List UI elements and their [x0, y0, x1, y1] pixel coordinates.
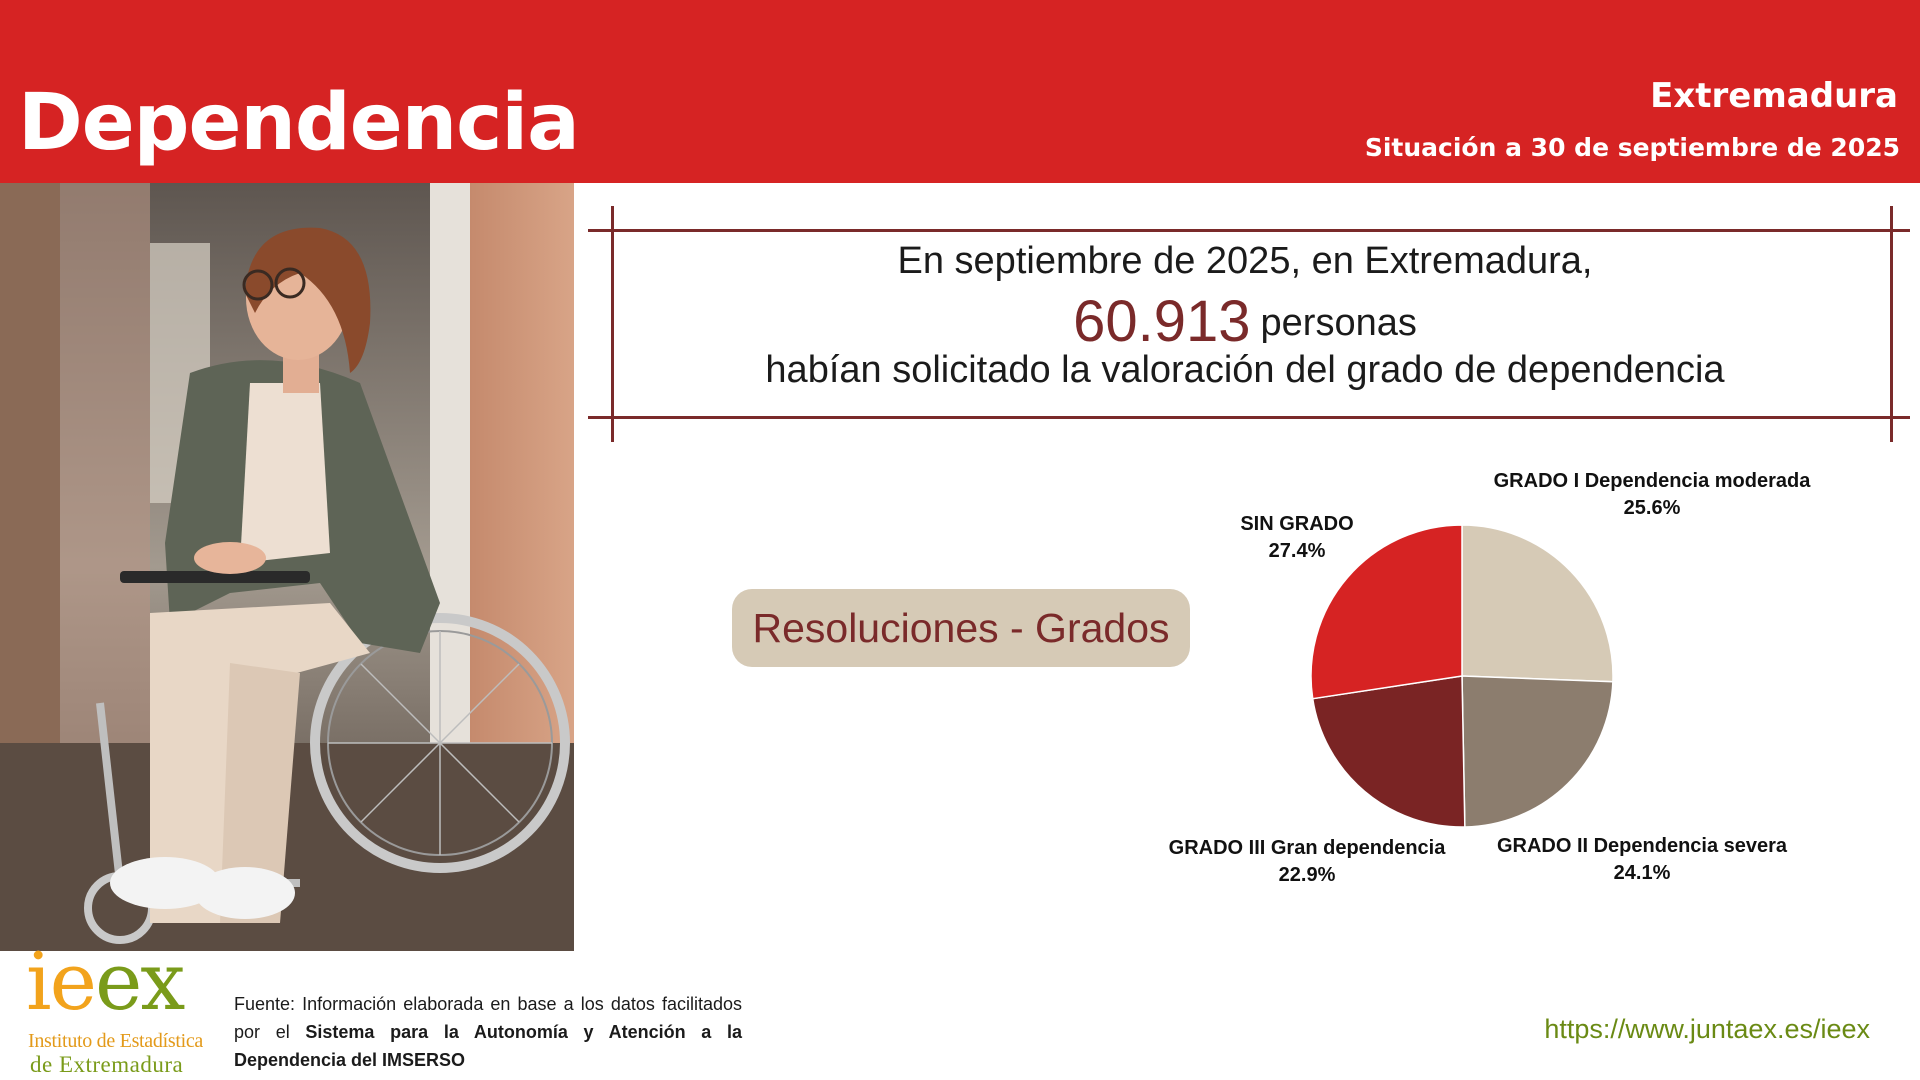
- ieex-logo: ieex: [26, 942, 185, 1022]
- pie-label-4: SIN GRADO: [1240, 513, 1353, 535]
- section-label-pill: Resoluciones - Grados: [732, 589, 1190, 667]
- pie-label-1: GRADO I Dependencia moderada: [1494, 470, 1812, 492]
- logo-subtitle-line-2: de Extremadura: [30, 1052, 184, 1077]
- pie-slice-4: [1310, 524, 1463, 700]
- header-banner: [0, 0, 1920, 183]
- pie-label-3: GRADO III Gran dependencia: [1169, 837, 1447, 859]
- pie-slice-1: [1461, 524, 1614, 683]
- logo-subtitle-line-1: Instituto de Estadística: [28, 1030, 203, 1052]
- pie-value-label-2: 24.1%: [1614, 862, 1671, 884]
- pie-slice-2: [1461, 675, 1614, 828]
- frame-left-line: [611, 206, 614, 442]
- frame-right-line: [1890, 206, 1893, 442]
- date-label: Situación a 30 de septiembre de 2025: [1364, 133, 1900, 162]
- page-title: Dependencia: [18, 78, 580, 168]
- source-note: Fuente: Información elaborada en base a …: [234, 990, 742, 1074]
- source-prefix: Fuente: Información elaborada en base a …: [234, 994, 742, 1042]
- highlight-line-1: En septiembre de 2025, en Extremadura,: [897, 240, 1593, 282]
- pie-slice-3: [1311, 675, 1466, 828]
- pie-label-2: GRADO II Dependencia severa: [1497, 835, 1788, 857]
- website-link[interactable]: https://www.juntaex.es/ieex: [1544, 1014, 1870, 1044]
- applicants-suffix: personas: [1260, 302, 1417, 344]
- highlight-line-3: habían solicitado la valoración del grad…: [765, 349, 1725, 391]
- person-in-wheelchair-photo: [0, 183, 574, 951]
- pie-value-label-1: 25.6%: [1624, 497, 1681, 519]
- pie-value-label-4: 27.4%: [1269, 540, 1326, 562]
- grades-pie-chart: GRADO I Dependencia moderada 25.6% GRADO I…: [1100, 450, 1920, 910]
- frame-bottom-line: [588, 416, 1910, 419]
- logo-word-part-1: ie: [26, 935, 97, 1028]
- region-label: Extremadura: [1650, 76, 1898, 116]
- pie-value-label-3: 22.9%: [1279, 864, 1336, 886]
- source-bold: Sistema para la Autonomía y Atención a l…: [234, 1022, 742, 1070]
- applicants-count: 60.913: [1073, 289, 1251, 354]
- highlight-line-2: 60.913 personas: [600, 288, 1890, 355]
- frame-top-line: [588, 229, 1910, 232]
- logo-word-part-2: ex: [94, 935, 185, 1028]
